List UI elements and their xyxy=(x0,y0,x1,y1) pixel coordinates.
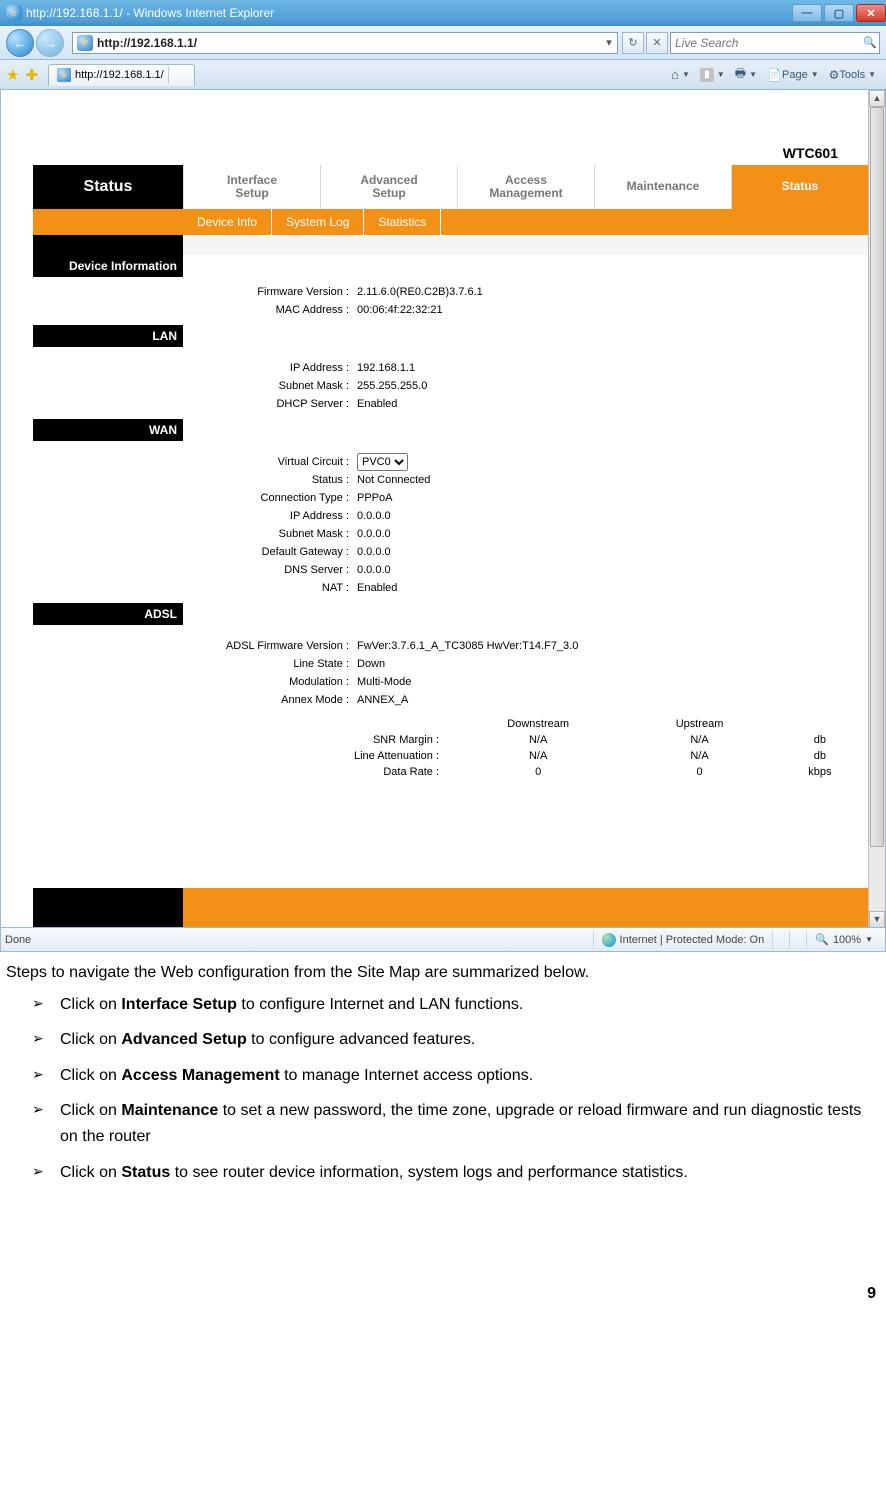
add-favorite-button[interactable]: ✚ xyxy=(25,66,38,84)
row: DHCP Server :Enabled xyxy=(33,395,868,413)
window-title: http://192.168.1.1/ - Windows Internet E… xyxy=(26,6,274,20)
section-device-information: Device Information xyxy=(33,255,868,277)
globe-icon xyxy=(602,933,616,947)
tab-toolbar: ★ ✚ e http://192.168.1.1/ ⌂▼ ▮▼ 🖶▼ 📄Page… xyxy=(0,60,886,90)
row: Annex Mode :ANNEX_A xyxy=(33,691,868,709)
window-titlebar: e http://192.168.1.1/ - Windows Internet… xyxy=(0,0,886,26)
rss-icon: ▮ xyxy=(700,68,714,82)
stop-button[interactable]: ✕ xyxy=(646,32,668,54)
status-bar: Done Internet | Protected Mode: On 🔍100%… xyxy=(1,927,885,951)
favorites-center-button[interactable]: ★ xyxy=(6,66,19,84)
row: Subnet Mask :0.0.0.0 xyxy=(33,525,868,543)
instruction-item: Click on Advanced Setup to configure adv… xyxy=(32,1027,880,1053)
row: Default Gateway :0.0.0.0 xyxy=(33,543,868,561)
instruction-text: Steps to navigate the Web configuration … xyxy=(0,952,886,1185)
intro-text: Steps to navigate the Web configuration … xyxy=(6,960,880,986)
instruction-item: Click on Maintenance to set a new passwo… xyxy=(32,1098,880,1149)
nav-tab-interface-setup[interactable]: InterfaceSetup xyxy=(183,165,320,209)
row: Firmware Version :2.11.6.0(RE0.C2B)3.7.6… xyxy=(33,283,868,301)
security-zone[interactable]: Internet | Protected Mode: On xyxy=(593,931,773,949)
home-icon: ⌂ xyxy=(671,67,679,82)
instruction-item: Click on Status to see router device inf… xyxy=(32,1160,880,1186)
nav-tab-maintenance[interactable]: Maintenance xyxy=(594,165,731,209)
nav-tab-advanced-setup[interactable]: AdvancedSetup xyxy=(320,165,457,209)
zoom-control[interactable]: 🔍100%▼ xyxy=(806,931,881,949)
ie-icon: e xyxy=(6,5,22,21)
adsl-stats-table: DownstreamUpstreamSNR Margin :N/AN/AdbLi… xyxy=(223,715,868,781)
sub-nav: Device InfoSystem LogStatistics xyxy=(33,209,868,235)
row: Modulation :Multi-Mode xyxy=(33,673,868,691)
scroll-thumb[interactable] xyxy=(870,107,884,847)
print-button[interactable]: 🖶▼ xyxy=(731,64,761,86)
nav-tab-status[interactable]: Status xyxy=(731,165,868,209)
vertical-scrollbar[interactable]: ▲ ▼ xyxy=(868,90,885,928)
subnav-statistics[interactable]: Statistics xyxy=(364,209,441,235)
router-page: WTC601 Status InterfaceSetupAdvancedSetu… xyxy=(33,90,868,928)
row: Line State :Down xyxy=(33,655,868,673)
url-input[interactable] xyxy=(97,34,601,52)
home-button[interactable]: ⌂▼ xyxy=(667,64,694,86)
feeds-button[interactable]: ▮▼ xyxy=(696,64,729,86)
site-icon: e xyxy=(77,35,93,51)
page-icon: 📄 xyxy=(767,68,782,82)
page-number: 9 xyxy=(0,1195,886,1313)
tab-label: http://192.168.1.1/ xyxy=(75,69,164,81)
row: NAT :Enabled xyxy=(33,579,868,597)
virtual-circuit-select[interactable]: PVC0 xyxy=(357,453,408,471)
subnav-device-info[interactable]: Device Info xyxy=(183,209,272,235)
minimize-button[interactable]: — xyxy=(792,4,822,22)
subnav-system-log[interactable]: System Log xyxy=(272,209,364,235)
scroll-down-button[interactable]: ▼ xyxy=(869,911,885,928)
refresh-button[interactable]: ↻ xyxy=(622,32,644,54)
tools-menu-button[interactable]: ⚙Tools▼ xyxy=(825,64,880,86)
search-icon[interactable]: 🔍 xyxy=(861,36,879,49)
page-menu-button[interactable]: 📄Page▼ xyxy=(763,64,823,86)
search-box[interactable]: 🔍 xyxy=(670,32,880,54)
row: ADSL Firmware Version :FwVer:3.7.6.1_A_T… xyxy=(33,637,868,655)
row: Status :Not Connected xyxy=(33,471,868,489)
browser-tab[interactable]: e http://192.168.1.1/ xyxy=(48,64,195,86)
print-icon: 🖶 xyxy=(735,64,746,85)
status-text: Done xyxy=(5,934,31,946)
row: DNS Server :0.0.0.0 xyxy=(33,561,868,579)
row: Subnet Mask :255.255.255.0 xyxy=(33,377,868,395)
main-nav: Status InterfaceSetupAdvancedSetupAccess… xyxy=(33,165,868,209)
footer-bar xyxy=(183,888,868,928)
row: IP Address :192.168.1.1 xyxy=(33,359,868,377)
nav-toolbar: ← → e ▾ ↻ ✕ 🔍 xyxy=(0,26,886,60)
close-button[interactable]: ✕ xyxy=(856,4,886,22)
search-input[interactable] xyxy=(671,36,861,50)
section-adsl: ADSL xyxy=(33,603,868,625)
section-wan: WAN xyxy=(33,419,868,441)
forward-button[interactable]: → xyxy=(36,29,64,57)
row: MAC Address :00:06:4f:22:32:21 xyxy=(33,301,868,319)
router-model: WTC601 xyxy=(33,145,868,165)
zoom-icon: 🔍 xyxy=(815,933,829,946)
row: IP Address :0.0.0.0 xyxy=(33,507,868,525)
scroll-up-button[interactable]: ▲ xyxy=(869,90,885,107)
instruction-item: Click on Access Management to manage Int… xyxy=(32,1063,880,1089)
section-title: Status xyxy=(33,165,183,209)
new-tab-button[interactable] xyxy=(168,66,186,84)
section-lan: LAN xyxy=(33,325,868,347)
nav-tab-access-management[interactable]: AccessManagement xyxy=(457,165,594,209)
row: Connection Type :PPPoA xyxy=(33,489,868,507)
page-viewport: WTC601 Status InterfaceSetupAdvancedSetu… xyxy=(0,90,886,952)
maximize-button[interactable]: ▢ xyxy=(824,4,854,22)
tab-site-icon: e xyxy=(57,68,71,82)
back-button[interactable]: ← xyxy=(6,29,34,57)
address-history-button[interactable]: ▾ xyxy=(601,36,617,49)
instruction-item: Click on Interface Setup to configure In… xyxy=(32,992,880,1018)
address-bar[interactable]: e ▾ xyxy=(72,32,618,54)
tools-icon: ⚙ xyxy=(829,68,840,82)
